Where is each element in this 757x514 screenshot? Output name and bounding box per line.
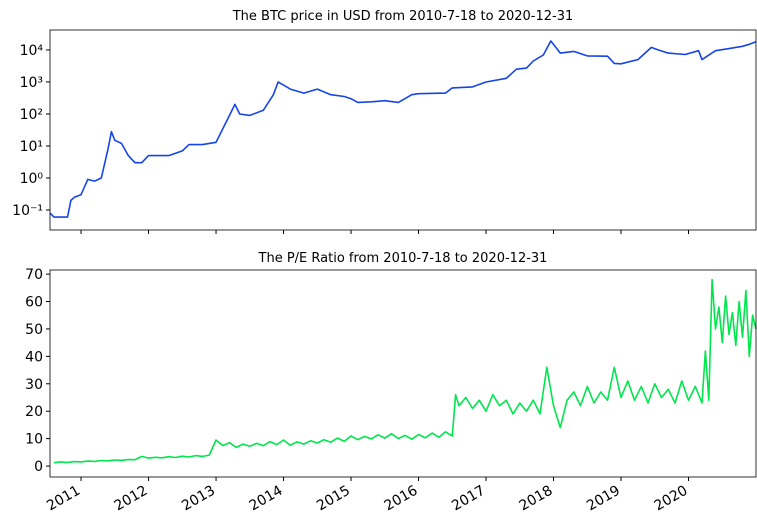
x-tick-label: 2015 (314, 483, 353, 514)
y-tick-label: 30 (25, 377, 43, 393)
y-tick-label: 10⁴ (20, 43, 44, 59)
data-line (49, 40, 757, 218)
y-tick-label: 20 (25, 404, 43, 420)
x-tick-label: 2014 (247, 483, 286, 514)
x-tick-label: 2020 (652, 483, 691, 514)
y-tick-label: 60 (25, 295, 43, 311)
y-tick-label: 10¹ (20, 139, 43, 155)
x-tick-label: 2013 (179, 483, 218, 514)
y-tick-label: 40 (25, 349, 43, 365)
y-tick-label: 50 (25, 322, 43, 338)
y-tick-label: 70 (25, 267, 43, 283)
x-tick-label: 2016 (382, 483, 421, 514)
chart-title: The BTC price in USD from 2010-7-18 to 2… (232, 9, 574, 24)
y-tick-label: 0 (34, 459, 43, 475)
x-tick-label: 2018 (517, 483, 556, 514)
x-tick-label: 2019 (584, 483, 623, 514)
chart-title: The P/E Ratio from 2010-7-18 to 2020-12-… (258, 251, 548, 266)
x-tick-label: 2011 (44, 483, 83, 514)
y-tick-label: 10³ (20, 75, 43, 91)
x-tick-label: 2017 (449, 483, 488, 514)
x-tick-label: 2012 (112, 483, 151, 514)
y-tick-label: 10⁰ (20, 171, 44, 187)
y-tick-label: 10² (20, 107, 43, 123)
y-tick-label: 10⁻¹ (12, 203, 43, 219)
y-tick-label: 10 (25, 432, 43, 448)
plot-frame (49, 269, 757, 478)
plot-frame (49, 29, 757, 231)
data-line (53, 278, 757, 464)
